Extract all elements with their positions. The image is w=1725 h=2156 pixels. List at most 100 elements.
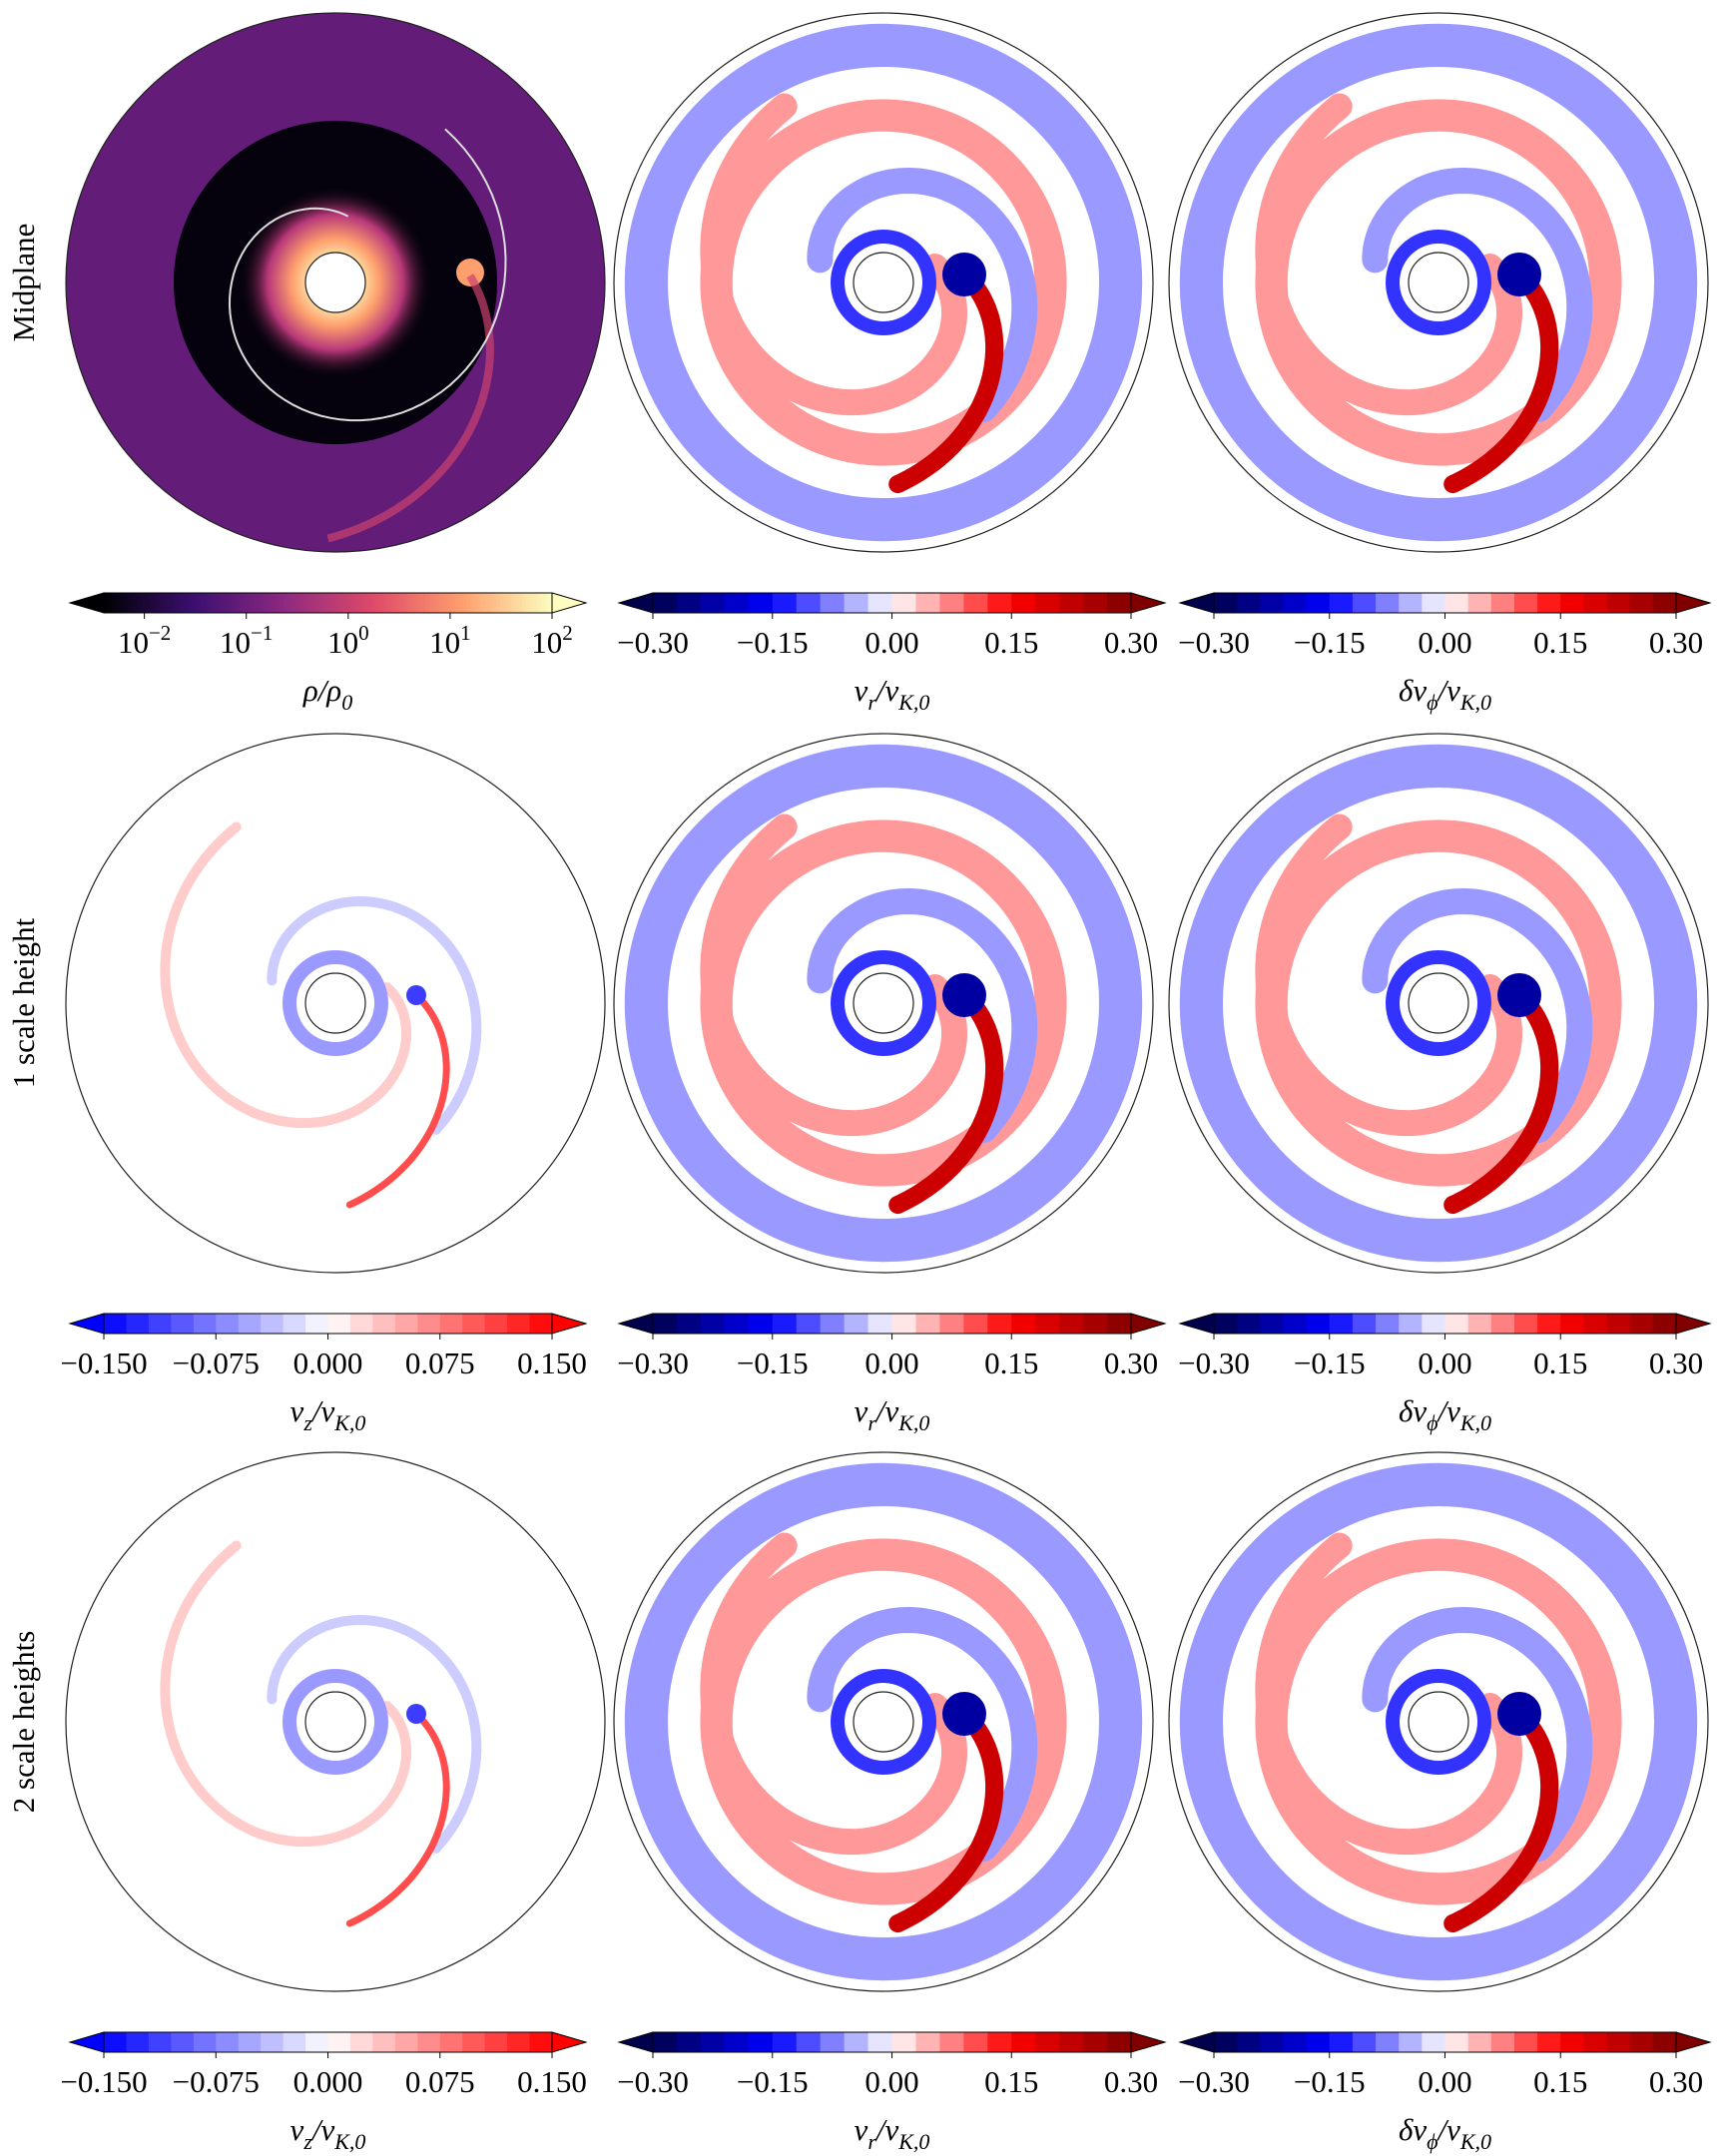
colorbar-segment [1652, 593, 1677, 613]
colorbar-tick-label: 0.30 [1649, 1346, 1703, 1380]
colorbar-segment [533, 593, 538, 613]
colorbar-segment [383, 593, 388, 613]
inner-ring [1386, 950, 1491, 1056]
colorbar-segment [1444, 2032, 1469, 2052]
colorbar-segment [338, 593, 344, 613]
colorbar-segment [1352, 1314, 1377, 1334]
colorbar-segment [963, 593, 988, 613]
colorbar-segment [1376, 593, 1400, 613]
colorbar-segment [1376, 2032, 1400, 2052]
colorbar-tick-label: 10−2 [118, 621, 171, 660]
colorbar-segment [507, 1314, 531, 1334]
colorbar-segment [1537, 2032, 1561, 2052]
colorbar-segment [287, 593, 291, 613]
colorbar-segment [372, 593, 377, 613]
colorbar-segment [148, 593, 154, 613]
colorbar-segment [327, 1314, 351, 1334]
colorbar-label: ρ/ρ0 [302, 673, 352, 715]
colorbar-tick-label: 0.15 [984, 2064, 1038, 2099]
colorbar-extend [1130, 1313, 1167, 1335]
colorbar-segment [283, 1314, 306, 1334]
colorbar-segment [261, 593, 266, 613]
colorbar-tick-label: 0.150 [517, 1346, 587, 1380]
label-main: /v [1437, 673, 1461, 708]
colorbar-label: δvϕ/vK,0 [1399, 673, 1491, 715]
colorbar-segment [148, 2032, 172, 2052]
label-main: δv [1399, 2112, 1427, 2147]
colorbar-segment [1035, 1314, 1060, 1334]
colorbar-segment [495, 593, 501, 613]
label-subscript: 0 [341, 690, 352, 715]
colorbar-segment [160, 593, 165, 613]
colorbar-tick-label: −0.30 [617, 1346, 689, 1380]
colorbar-segment [205, 593, 210, 613]
colorbar-label: vr/vK,0 [855, 673, 930, 715]
label-subscript: K,0 [1459, 690, 1491, 715]
colorbar-tick-label: −0.15 [1294, 625, 1366, 660]
colorbar-tick-label: −0.30 [617, 625, 689, 660]
colorbar-label: δvϕ/vK,0 [1399, 2112, 1491, 2154]
colorbar-segment [1214, 2032, 1238, 2052]
colorbar-segment [249, 593, 255, 613]
colorbar-tick-label: −0.15 [737, 2064, 809, 2099]
colorbar-segment [424, 593, 430, 613]
wake [888, 985, 1004, 1215]
colorbar-segment [450, 593, 456, 613]
colorbar-extend [68, 592, 105, 614]
inner-hole [304, 972, 366, 1034]
colorbar-segment [1467, 593, 1492, 613]
colorbar-segment [1283, 1314, 1308, 1334]
colorbar-tick-label: 0.075 [405, 2064, 475, 2099]
inner-hole [304, 1691, 366, 1753]
colorbar-segment [439, 1314, 463, 1334]
colorbar-label: δvϕ/vK,0 [1399, 1393, 1491, 1435]
colorbar-segment [272, 593, 277, 613]
tick-base: 10 [531, 625, 562, 660]
planet-feature [942, 1692, 986, 1736]
tick-exponent: −2 [149, 621, 171, 645]
colorbar-segment [796, 593, 822, 613]
colorbar-tick-label: 0.00 [864, 625, 918, 660]
colorbar-segment [1107, 593, 1132, 613]
colorbar-segment [507, 2032, 531, 2052]
colorbar-segment [492, 593, 497, 613]
colorbar-segment [261, 1314, 285, 1334]
planet-blob [456, 259, 484, 286]
colorbar-tick-label: 0.00 [1418, 2064, 1471, 2099]
colorbar-segment [537, 593, 542, 613]
colorbar-segment [167, 593, 172, 613]
colorbar-segment [171, 2032, 195, 2052]
tick-base: 10 [327, 625, 358, 660]
colorbar-segment [130, 593, 135, 613]
outer-ring [624, 744, 1143, 1263]
colorbar-segment [522, 593, 527, 613]
colorbar-segment [1329, 593, 1354, 613]
colorbar-segment [201, 593, 206, 613]
outer-ring [1179, 1462, 1698, 1981]
colorbar-segment [216, 2032, 240, 2052]
label-subscript: ϕ [1427, 1410, 1438, 1435]
inner-ring [283, 950, 388, 1056]
label-subscript: r [867, 1410, 876, 1435]
colorbar-segment [122, 593, 128, 613]
colorbar-segment [428, 593, 433, 613]
planet-feature [942, 973, 986, 1017]
colorbar-segment [748, 1314, 774, 1334]
colorbar-segment [1237, 593, 1261, 613]
colorbar-tick-label: 101 [429, 621, 471, 660]
colorbar-segment [290, 593, 295, 613]
colorbar-segment [297, 593, 302, 613]
label-subscript: z [302, 2129, 312, 2154]
colorbar-segment [1011, 593, 1036, 613]
colorbar-segment [257, 593, 262, 613]
colorbar-segment [1214, 1314, 1238, 1334]
colorbar-segment [305, 2032, 329, 2052]
colorbar-segment [115, 593, 120, 613]
colorbar-segment [208, 593, 214, 613]
colorbar-segment [353, 593, 359, 613]
colorbar: −0.150 −0.075 0.000 0.075 0.150 vz/vK,0 [60, 2031, 588, 2154]
colorbar-segment [1283, 2032, 1308, 2052]
spiral-arm [1362, 887, 1593, 1143]
colorbar-segment [724, 1314, 750, 1334]
colorbar-segment [653, 593, 678, 613]
